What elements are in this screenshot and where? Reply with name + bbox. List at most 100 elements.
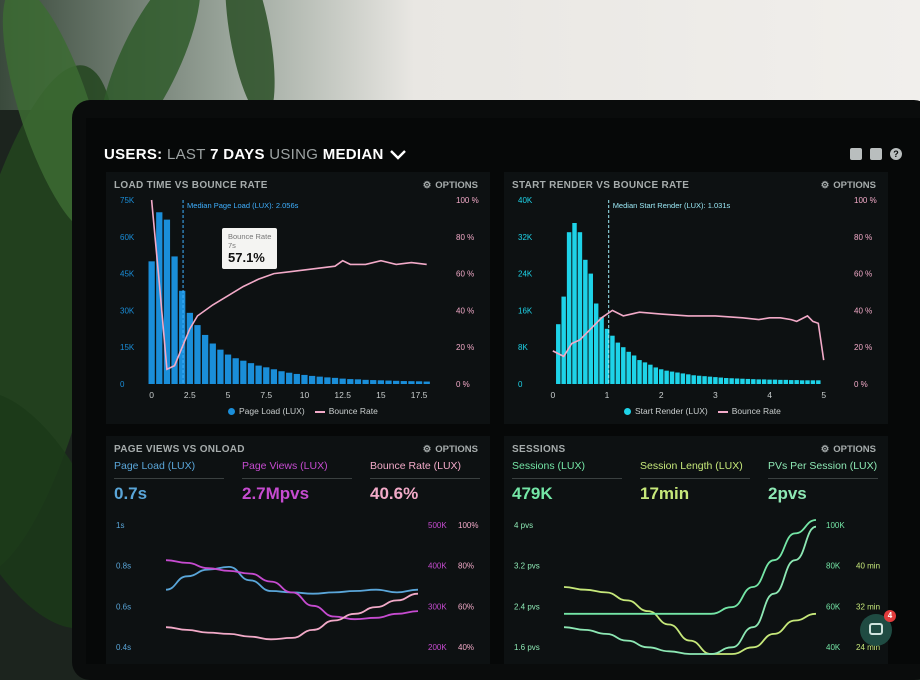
panel-title: LOAD TIME VS BOUNCE RATE xyxy=(114,180,268,191)
metric-sessions[interactable]: Sessions (LUX) 479K xyxy=(512,460,622,504)
bar xyxy=(255,365,262,384)
options-button[interactable]: ⚙ OPTIONS xyxy=(422,180,478,191)
panel-title: PAGE VIEWS VS ONLOAD xyxy=(114,444,245,455)
bar xyxy=(393,380,400,384)
y-tick-label-right2: 100% xyxy=(458,521,478,530)
y-tick-label-right: 20 % xyxy=(456,343,474,352)
x-tick-label: 3 xyxy=(713,390,718,400)
y-tick-label-right: 100 % xyxy=(456,196,479,205)
median-label: Median Start Render (LUX): 1.031s xyxy=(613,201,731,210)
options-button[interactable]: ⚙ OPTIONS xyxy=(820,180,876,191)
monitor-icon[interactable] xyxy=(850,148,862,160)
metric-bounce-rate[interactable]: Bounce Rate (LUX) 40.6% xyxy=(370,460,480,504)
bar xyxy=(702,376,707,384)
options-button[interactable]: ⚙ OPTIONS xyxy=(820,444,876,455)
bar xyxy=(604,328,610,384)
legend-item[interactable]: Bounce Rate xyxy=(717,406,781,416)
y-tick-label-right2: 40 min xyxy=(856,562,880,571)
legend-dot xyxy=(228,408,235,416)
legend-label: Start Render (LUX) xyxy=(635,406,708,416)
y-tick-label-right: 60 % xyxy=(854,270,872,279)
bar xyxy=(593,303,599,384)
gear-icon: ⚙ xyxy=(422,444,432,455)
bar xyxy=(400,381,407,384)
bar xyxy=(408,381,415,384)
legend-label: Bounce Rate xyxy=(328,406,378,416)
bar xyxy=(778,379,783,384)
metric-page-load[interactable]: Page Load (LUX) 0.7s xyxy=(114,460,224,504)
bar xyxy=(263,367,270,384)
bar xyxy=(626,351,631,384)
tooltip-label: Bounce Rate xyxy=(228,232,272,241)
bar xyxy=(675,372,680,384)
chart-legend: Page Load (LUX) Bounce Rate xyxy=(228,406,378,416)
bar xyxy=(331,377,339,384)
chevron-down-icon[interactable] xyxy=(390,150,406,160)
help-icon[interactable]: ? xyxy=(890,148,902,160)
bar xyxy=(370,380,377,384)
metric-pvs-per-session[interactable]: PVs Per Session (LUX) 2pvs xyxy=(768,460,878,504)
bar xyxy=(740,378,745,384)
gear-icon: ⚙ xyxy=(422,180,432,191)
bar xyxy=(691,375,696,384)
bar xyxy=(799,380,805,384)
y-tick-label: 2.4 pvs xyxy=(514,602,540,611)
legend-item[interactable]: Start Render (LUX) xyxy=(624,406,708,416)
y-tick-label: 40K xyxy=(518,196,533,205)
bar xyxy=(179,290,186,384)
y-tick-label: 1s xyxy=(116,521,124,530)
x-tick-label: 5 xyxy=(226,390,231,400)
dashboard-title[interactable]: USERS: LAST 7 DAYS USING MEDIAN xyxy=(104,146,406,163)
y-tick-label-right: 40 % xyxy=(456,306,474,315)
bar xyxy=(385,380,392,384)
y-tick-label: 0.8s xyxy=(116,562,131,571)
bar xyxy=(696,375,702,384)
y-tick-label: 0 xyxy=(120,380,125,389)
y-tick-label: 8K xyxy=(518,343,528,352)
bar xyxy=(423,381,430,384)
y-tick-label-right: 0 % xyxy=(854,380,868,389)
bounce-rate-line xyxy=(552,309,825,361)
bar xyxy=(745,378,751,384)
metric-underline xyxy=(640,478,750,479)
metric-value: 40.6% xyxy=(370,484,419,503)
series-line xyxy=(563,586,817,655)
y-tick-label-right: 100 % xyxy=(854,196,877,205)
metric-page-views[interactable]: Page Views (LUX) 2.7Mpvs xyxy=(242,460,352,504)
x-tick-label: 1 xyxy=(605,390,610,400)
y-tick-label-right: 80 % xyxy=(456,233,474,242)
bar xyxy=(734,378,740,384)
x-tick-label: 12.5 xyxy=(334,390,351,400)
series-line xyxy=(165,592,419,641)
share-icon[interactable] xyxy=(870,148,882,160)
bar xyxy=(729,378,734,384)
bar xyxy=(566,232,572,384)
bar xyxy=(794,380,799,384)
bar xyxy=(583,259,588,384)
x-tick-label: 15 xyxy=(376,390,386,400)
bar xyxy=(610,335,615,384)
bar xyxy=(783,379,789,384)
bar xyxy=(577,232,583,384)
bar xyxy=(664,370,669,384)
title-users: USERS: xyxy=(104,146,163,163)
options-button[interactable]: ⚙ OPTIONS xyxy=(422,444,478,455)
legend-item[interactable]: Bounce Rate xyxy=(314,406,378,416)
legend-dot xyxy=(624,408,631,416)
title-last: LAST xyxy=(166,146,206,163)
legend-item[interactable]: Page Load (LUX) xyxy=(228,406,305,416)
bar xyxy=(723,378,729,384)
y-tick-label: 16K xyxy=(518,306,533,315)
bar xyxy=(653,367,659,384)
bar xyxy=(270,369,278,384)
y-tick-label-right2: 32 min xyxy=(856,602,880,611)
chat-button[interactable]: 4 xyxy=(860,610,896,646)
metric-session-length[interactable]: Session Length (LUX) 17min xyxy=(640,460,750,504)
bar xyxy=(767,379,772,384)
series-line xyxy=(165,559,419,621)
legend-label: Page Load (LUX) xyxy=(239,406,305,416)
metric-label: Sessions (LUX) xyxy=(512,460,585,472)
legend-dash xyxy=(717,410,728,413)
bar xyxy=(209,343,216,384)
metric-value: 2.7Mpvs xyxy=(242,484,310,503)
